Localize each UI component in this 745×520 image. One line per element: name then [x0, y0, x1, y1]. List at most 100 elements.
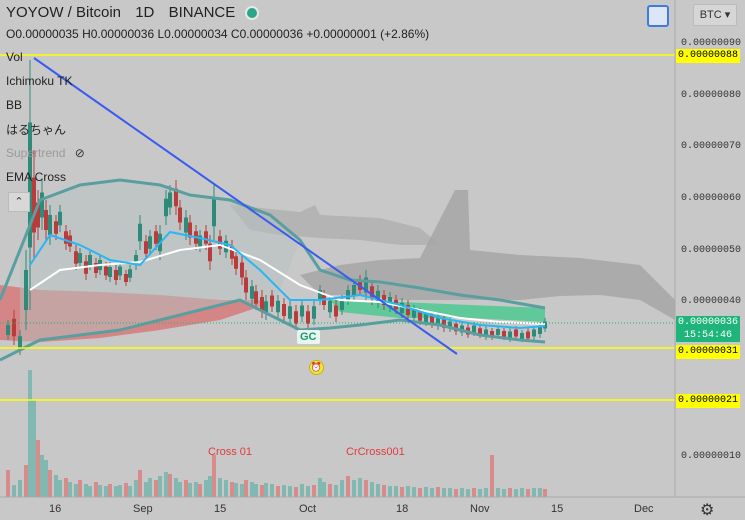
volume-bar [260, 485, 264, 497]
candle-body [472, 325, 476, 333]
volume-bar [54, 475, 58, 497]
volume-bar [496, 488, 500, 497]
hline-88-tag[interactable]: 0.00000088 [676, 49, 740, 63]
candle-body [370, 286, 374, 299]
candle-body [346, 290, 350, 300]
volume-bar [288, 486, 292, 497]
volume-bar [94, 482, 98, 497]
last-price: 0.00000036 [677, 317, 738, 328]
volume-bar [240, 484, 244, 497]
cross-label-2[interactable]: CrCross001 [346, 446, 405, 458]
symbol-name[interactable]: YOYOW / Bitcoin [6, 4, 122, 21]
cross-label-1[interactable]: Cross 01 [208, 446, 253, 458]
volume-bar [478, 489, 482, 497]
volume-bar [212, 455, 216, 497]
indicator-bb[interactable]: BB [6, 98, 23, 112]
candle-body [94, 263, 98, 273]
candle-body [88, 255, 92, 265]
candle-body [514, 329, 518, 337]
candle-body [240, 262, 244, 278]
candle-body [230, 246, 234, 259]
hline-21-tag[interactable]: 0.00000021 [676, 394, 740, 408]
volume-bar [64, 478, 68, 497]
yaxis-tick: 0.00000010 [680, 451, 741, 462]
symbol-header: YOYOW / Bitcoin 1D BINANCE [6, 4, 260, 21]
currency-select[interactable]: BTC ▾ [693, 4, 737, 26]
volume-bar [164, 472, 168, 497]
volume-bar [490, 455, 494, 497]
candle-body [164, 198, 168, 217]
candle-body [32, 177, 36, 233]
volume-bar [532, 488, 536, 497]
exchange: BINANCE [168, 4, 236, 21]
alarm-clock-icon[interactable]: ⏰ [309, 360, 324, 375]
candle-body [184, 217, 188, 233]
candle-body [502, 331, 506, 337]
candle-body [282, 304, 286, 316]
volume-bar [502, 489, 506, 497]
candle-body [212, 198, 216, 227]
market-status-icon [245, 6, 260, 21]
eye-hidden-icon[interactable]: ⊘ [74, 146, 85, 160]
candle-body [352, 285, 356, 295]
screenshot-icon[interactable] [647, 5, 669, 27]
collapse-legend-button[interactable]: ⌃ [8, 192, 30, 212]
volume-bar [108, 484, 112, 497]
volume-bar [18, 480, 22, 497]
volume-bar [334, 485, 338, 497]
indicator-vol[interactable]: Vol [6, 50, 23, 64]
xaxis-label: Dec [634, 503, 654, 515]
candle-body [418, 312, 422, 321]
ichimoku-cloud [300, 190, 675, 320]
candle-body [288, 306, 292, 319]
volume-bar [442, 488, 446, 497]
interval[interactable]: 1D [135, 4, 155, 21]
indicator-haruchan[interactable]: はるちゃん [6, 123, 67, 137]
volume-bar [158, 476, 162, 497]
hline-31-tag[interactable]: 0.00000031 [676, 345, 740, 359]
indicator-ema-cross[interactable]: EMA Cross [6, 170, 67, 184]
candle-body [188, 222, 192, 238]
candle-body [138, 223, 142, 242]
xaxis-label: Sep [133, 503, 153, 515]
volume-bar [48, 470, 52, 497]
candle-body [198, 235, 202, 247]
candle-body [204, 231, 208, 244]
volume-bar [198, 484, 202, 497]
candle-body [64, 231, 68, 244]
volume-bar [318, 478, 322, 497]
volume-bar [418, 488, 422, 497]
candle-body [264, 301, 268, 314]
candle-body [424, 314, 428, 322]
volume-bar [12, 485, 16, 497]
settings-gear-icon[interactable]: ⚙ [700, 502, 715, 519]
candle-body [44, 210, 48, 230]
trendline[interactable] [33, 57, 458, 355]
candle-body [478, 328, 482, 335]
volume-bar [148, 478, 152, 497]
volume-bar [322, 482, 326, 497]
volume-bar [6, 470, 10, 497]
candle-body [328, 300, 332, 313]
volume-bar [388, 486, 392, 497]
indicator-supertrend[interactable]: Supertrend ⊘ [6, 146, 85, 160]
volume-bar [340, 480, 344, 497]
last-price-tag: 0.00000036 15:54:46 [676, 316, 740, 342]
candle-body [18, 336, 22, 349]
volume-bar [472, 488, 476, 497]
xaxis-label: 15 [551, 503, 564, 515]
volume-bar [104, 486, 108, 497]
gc-marker[interactable]: GC [297, 330, 320, 344]
volume-bar [124, 483, 128, 497]
candle-body [28, 122, 32, 248]
volume-bar [118, 485, 122, 497]
candle-body [543, 321, 547, 329]
xaxis-label: 18 [396, 503, 409, 515]
xaxis-label: Nov [470, 503, 490, 515]
ohlc-high: H0.00000036 [82, 27, 155, 41]
candle-body [364, 277, 368, 293]
candle-body [254, 291, 258, 304]
indicator-ichimoku[interactable]: Ichimoku TK [6, 74, 73, 88]
volume-bar [328, 484, 332, 497]
